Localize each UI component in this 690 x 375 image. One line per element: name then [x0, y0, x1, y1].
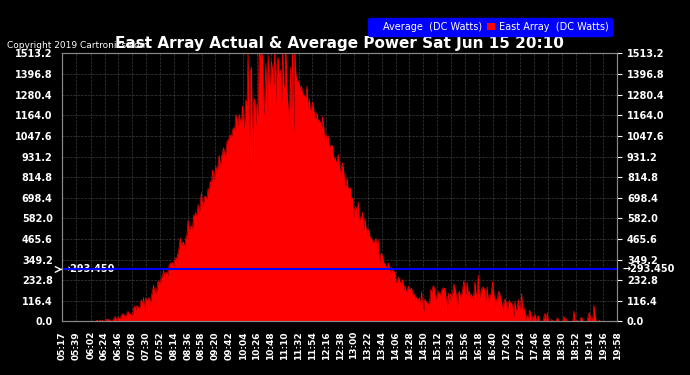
Legend: Average  (DC Watts), East Array  (DC Watts): Average (DC Watts), East Array (DC Watts… [368, 18, 613, 36]
Title: East Array Actual & Average Power Sat Jun 15 20:10: East Array Actual & Average Power Sat Ju… [115, 36, 564, 51]
Text: Copyright 2019 Cartronics.com: Copyright 2019 Cartronics.com [7, 41, 148, 50]
Text: →293.450: →293.450 [62, 264, 115, 274]
Text: →293.450: →293.450 [623, 264, 676, 274]
